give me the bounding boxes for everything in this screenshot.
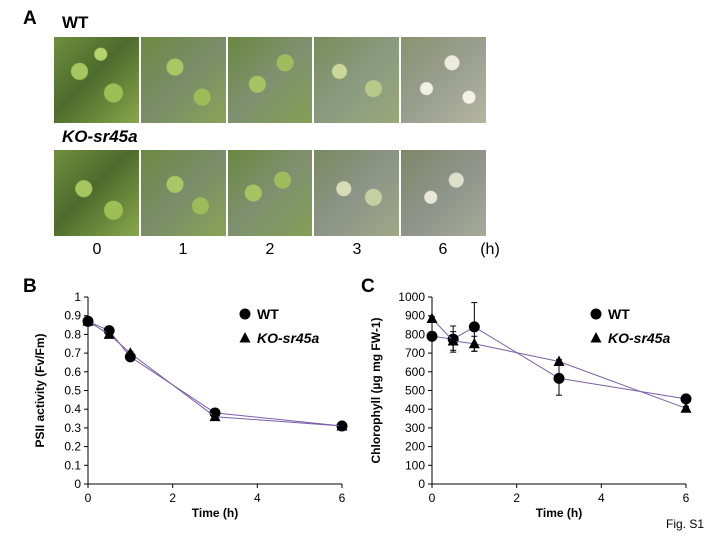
data-point-ko [468, 337, 480, 349]
y-tick-label: 100 [405, 458, 425, 472]
x-tick-label: 6 [683, 491, 690, 505]
y-tick-label: 0.1 [64, 458, 81, 472]
legend-marker-wt [239, 308, 251, 320]
y-tick-label: 200 [405, 440, 425, 454]
data-point-ko [336, 420, 348, 431]
ko-photo-6h [401, 150, 486, 236]
data-point-ko [103, 328, 115, 339]
time-label-2: 2 [265, 241, 275, 258]
y-tick-label: 0.3 [64, 421, 81, 435]
y-tick-label: 0.9 [64, 309, 81, 323]
legend-label-ko: KO-sr45a [257, 330, 319, 346]
panel-c-letter: C [361, 276, 375, 297]
x-tick-label: 0 [85, 491, 92, 505]
data-point-ko [426, 312, 438, 324]
y-tick-label: 0.2 [64, 440, 81, 454]
y-axis-label: PSII activity (Fv/Fm) [33, 333, 47, 447]
data-point-wt [468, 321, 480, 333]
legend-label-wt: WT [608, 306, 630, 322]
y-tick-label: 900 [405, 309, 425, 323]
time-label-0: 0 [92, 241, 102, 258]
legend-marker-ko [239, 332, 251, 343]
data-point-ko [124, 347, 136, 358]
ko-photo-1h [140, 150, 226, 236]
wt-photo-3h [314, 37, 400, 123]
y-tick-label: 0.4 [64, 402, 81, 416]
y-tick-label: 1 [74, 290, 81, 304]
ko-row-label: KO-sr45a [62, 127, 138, 146]
ko-photo-3h [314, 150, 400, 236]
legend-marker-wt [590, 308, 602, 320]
y-tick-label: 0.7 [64, 346, 81, 360]
y-tick-label: 1000 [398, 290, 425, 304]
figure-label: Fig. S1 [666, 517, 705, 531]
time-label-1: 1 [178, 241, 188, 258]
y-tick-label: 400 [405, 402, 425, 416]
panel-b-letter: B [23, 276, 37, 297]
ko-photo-2h [227, 150, 313, 236]
y-tick-label: 700 [405, 346, 425, 360]
data-point-wt [553, 372, 565, 384]
wt-photo-0h [54, 37, 139, 123]
legend-label-wt: WT [257, 306, 279, 322]
x-tick-label: 6 [339, 491, 346, 505]
y-tick-label: 0 [74, 477, 81, 491]
y-tick-label: 300 [405, 421, 425, 435]
x-axis-label: Time (h) [192, 506, 238, 520]
y-tick-label: 500 [405, 384, 425, 398]
data-point-ko [553, 355, 565, 367]
y-axis-label: Chlorophyll (µg mg FW-1) [369, 318, 383, 464]
legend-label-ko: KO-sr45a [608, 330, 670, 346]
chart-c-chlorophyll: 0 100 200 300 400 500 600 700 800 900 1000 0 2 4 6 Time… [369, 290, 692, 520]
x-tick-label: 4 [598, 491, 605, 505]
data-point-ko [82, 315, 94, 326]
x-axis-label: Time (h) [536, 506, 582, 520]
wt-photo-1h [140, 37, 226, 123]
y-tick-label: 0.8 [64, 327, 81, 341]
wt-photo-6h [401, 37, 486, 123]
y-tick-label: 800 [405, 327, 425, 341]
x-tick-label: 2 [169, 491, 176, 505]
data-point-ko [209, 410, 221, 422]
data-point-ko [680, 402, 692, 413]
chart-b-psii: 0 0.1 0.2 0.3 0.4 0.5 0.6 0.7 0.8 0.9 1 0 2 4 6 Time (h… [33, 290, 348, 520]
data-point-wt [680, 393, 692, 405]
data-point-wt [426, 330, 438, 342]
time-label-6: 6 [438, 241, 448, 258]
wt-row-label: WT [62, 13, 89, 32]
ko-photo-row [54, 150, 486, 236]
y-tick-label: 0.5 [64, 384, 81, 398]
data-point-ko [447, 334, 459, 346]
x-tick-label: 2 [513, 491, 520, 505]
ko-photo-0h [54, 150, 139, 236]
panel-a-letter: A [23, 8, 37, 29]
x-tick-label: 0 [429, 491, 436, 505]
y-tick-label: 0.6 [64, 365, 81, 379]
y-tick-label: 600 [405, 365, 425, 379]
y-tick-label: 0 [418, 477, 425, 491]
wt-photo-row [54, 37, 486, 123]
time-label-3: 3 [352, 241, 362, 258]
time-unit-label: (h) [480, 241, 500, 258]
legend-marker-ko [590, 332, 602, 343]
x-tick-label: 4 [254, 491, 261, 505]
wt-photo-2h [227, 37, 313, 123]
